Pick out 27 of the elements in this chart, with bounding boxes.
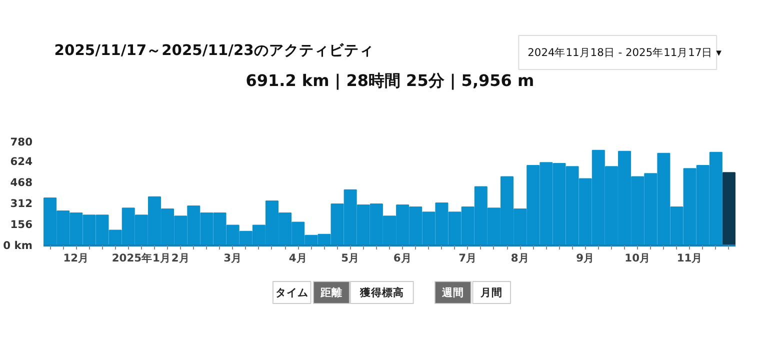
y-tick-label: 156 <box>10 218 33 231</box>
y-tick-label: 0 km <box>3 239 33 252</box>
x-tick-label: 8月 <box>510 252 530 264</box>
text: タイム <box>275 286 308 299</box>
x-tick-label: 10月 <box>624 252 651 264</box>
x-tick-label: 6月 <box>393 252 412 264</box>
y-tick-label: 624 <box>10 155 33 168</box>
text: 週間 <box>440 286 464 299</box>
x-tick-label: 12月 <box>63 252 90 264</box>
y-tick-label: 780 <box>10 136 33 148</box>
y-tick-label: 468 <box>10 176 33 189</box>
x-tick-label: 4月 <box>288 252 308 264</box>
x-tick-label: 5月 <box>341 252 360 264</box>
text: 距離 <box>319 286 342 299</box>
bar <box>722 172 736 246</box>
x-tick-label: 2025年1月 <box>112 252 171 264</box>
y-tick-label: 312 <box>10 197 33 210</box>
x-tick-label: 7月 <box>458 252 478 264</box>
x-tick-label: 2月 <box>171 252 190 264</box>
x-tick-label: 11月 <box>676 252 703 264</box>
text: 獲得標高 <box>358 286 404 299</box>
text: 月間 <box>480 286 503 299</box>
x-tick-label: 9月 <box>576 252 595 264</box>
x-tick-label: 3月 <box>224 252 242 264</box>
chart-title: 2025/11/17～2025/11/23のアクティビティ <box>54 42 374 59</box>
text: 2024年11月18日 - 2025年11月17日 ▾ <box>528 46 722 59</box>
chart-subtitle: 691.2 km | 28時間 25分 | 5,956 m <box>246 71 534 90</box>
